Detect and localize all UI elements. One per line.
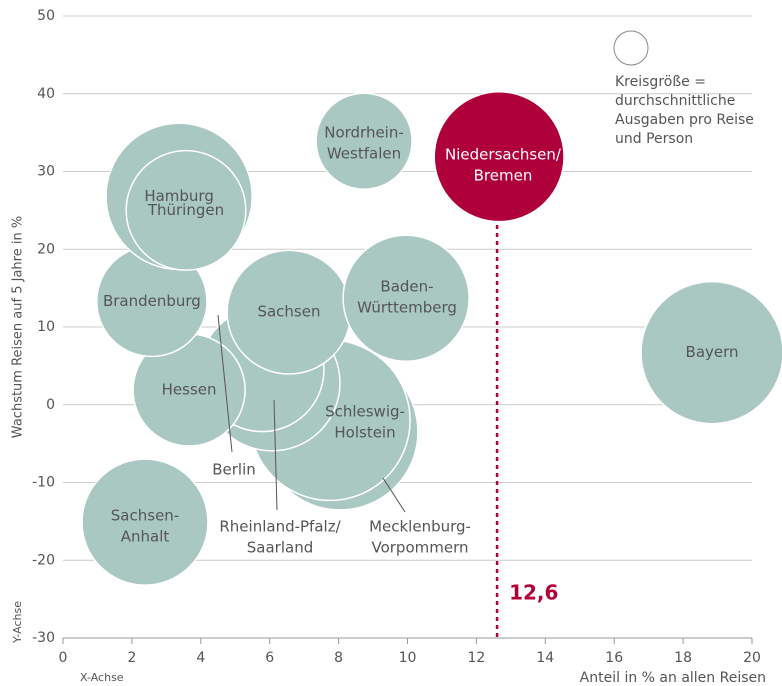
y-tick-label: -10 — [32, 475, 55, 491]
legend-text: durchschnittliche — [615, 93, 735, 109]
y-tick-label: 40 — [37, 86, 55, 102]
y-tick-label: 20 — [37, 241, 55, 257]
bubble-label: Baden- — [380, 278, 433, 296]
bubble-label: Anhalt — [121, 528, 170, 546]
legend-text: Kreisgröße = — [615, 74, 706, 90]
bubble — [125, 149, 247, 271]
y-tick-label: 0 — [46, 397, 55, 413]
bubble-label: Vorpommern — [371, 539, 468, 557]
bubble-label: Schleswig- — [325, 403, 405, 421]
bubble — [433, 91, 565, 223]
y-tick-label: -20 — [32, 552, 55, 568]
bubble-label: Bremen — [474, 167, 533, 185]
bubble-label: Nordrhein- — [324, 124, 404, 142]
x-tick-label: 20 — [743, 650, 761, 666]
bubble-label: Mecklenburg- — [369, 518, 471, 536]
legend-text: Ausgaben pro Reise — [615, 112, 754, 128]
bubble-label: Saarland — [247, 539, 313, 557]
y-tick-label: 10 — [37, 319, 55, 335]
bubble-label: Thüringen — [147, 201, 224, 219]
bubble-label: Bayern — [686, 343, 739, 361]
x-tick-label: 6 — [265, 650, 274, 666]
bubble — [640, 280, 782, 425]
y-axis-name: Y-Achse — [11, 601, 24, 644]
x-axis-label: Anteil in % an allen Reisen — [580, 670, 766, 686]
bubble-label: Westfalen — [327, 145, 401, 163]
bubble-label: Sachsen — [257, 303, 320, 321]
annotation-label: 12,6 — [509, 581, 558, 605]
bubble — [342, 234, 470, 362]
bubble-label: Württemberg — [357, 299, 457, 317]
x-tick-label: 8 — [334, 650, 343, 666]
callout-line — [217, 314, 233, 453]
callout-line — [273, 399, 278, 511]
callout-line — [382, 477, 406, 513]
x-tick-label: 0 — [59, 650, 68, 666]
legend-text: und Person — [615, 131, 693, 147]
bubble — [315, 92, 413, 190]
bubble-label: Hamburg — [144, 187, 214, 205]
legend-circle — [613, 30, 649, 66]
x-axis-name: X-Achse — [80, 671, 124, 684]
y-tick-label: 50 — [37, 8, 55, 24]
y-tick-label: -30 — [32, 630, 55, 646]
bubble — [81, 458, 209, 586]
x-tick-label: 12 — [467, 650, 485, 666]
x-tick-label: 16 — [605, 650, 623, 666]
bubble-label: Hessen — [162, 380, 217, 398]
x-tick-label: 14 — [536, 650, 554, 666]
x-tick-label: 2 — [127, 650, 136, 666]
x-tick-label: 18 — [674, 650, 692, 666]
bubble-label: Rheinland-Pfalz/ — [219, 518, 341, 536]
bubble-label: Holstein — [334, 424, 395, 442]
y-axis-label: Wachstum Reisen auf 5 Jahre in % — [11, 216, 26, 438]
bubble-label: Berlin — [212, 461, 256, 479]
bubble-label: Niedersachsen/ — [445, 146, 562, 164]
x-tick-label: 4 — [196, 650, 205, 666]
y-tick-label: 30 — [37, 164, 55, 180]
bubble-label: Brandenburg — [103, 292, 201, 310]
bubble-label: Sachsen- — [111, 507, 179, 525]
x-tick-label: 10 — [399, 650, 417, 666]
